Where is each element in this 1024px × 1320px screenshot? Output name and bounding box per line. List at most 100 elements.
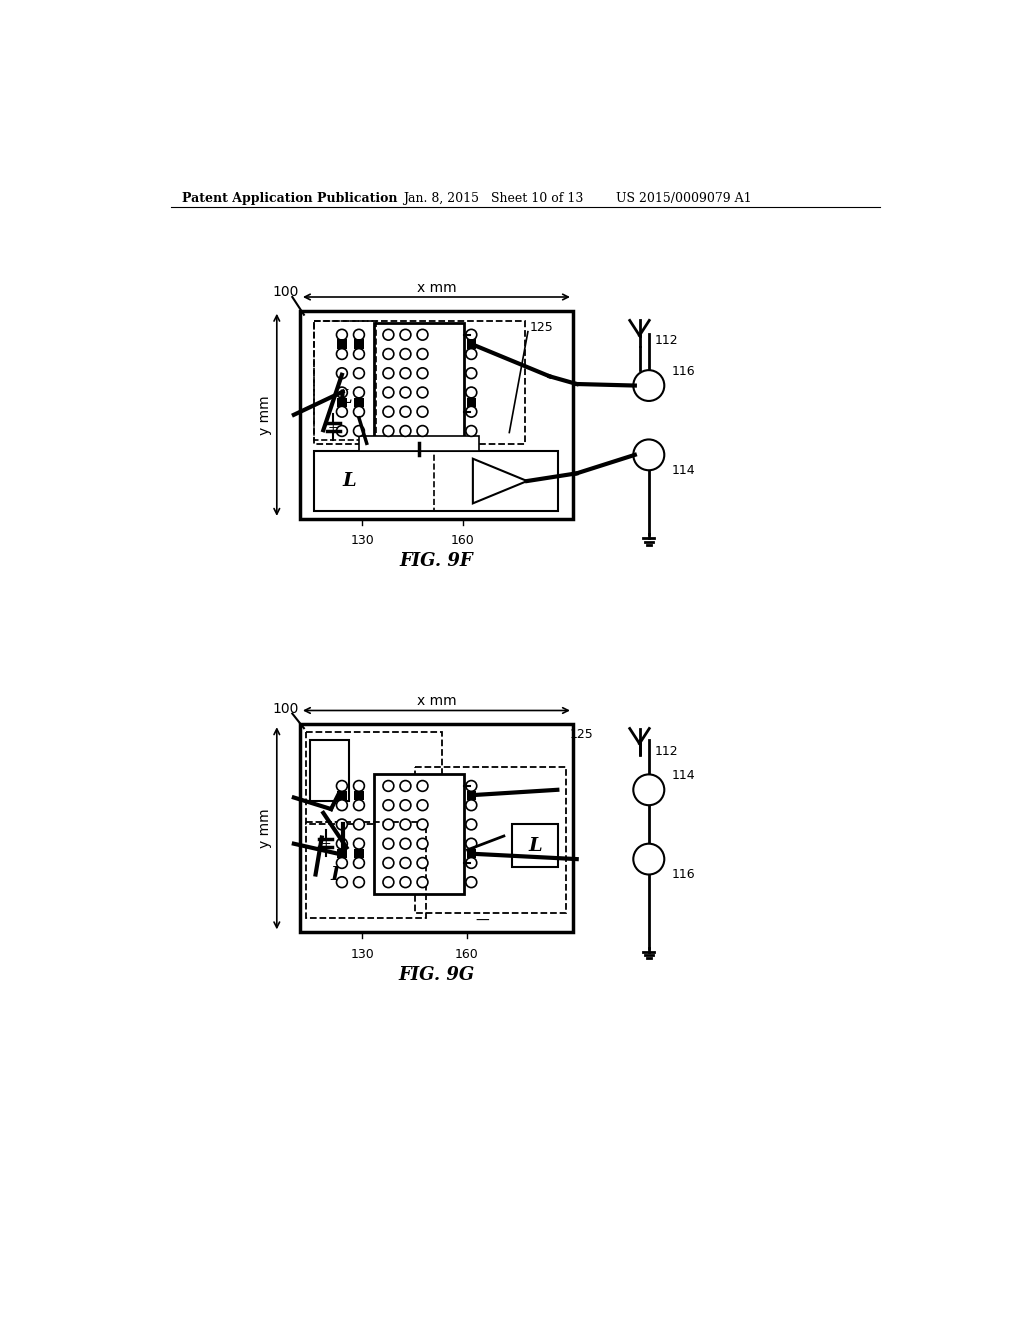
Circle shape: [353, 368, 365, 379]
Circle shape: [383, 387, 394, 397]
Text: 160: 160: [455, 948, 478, 961]
Bar: [337, 339, 346, 348]
Text: FIG. 9F: FIG. 9F: [399, 552, 473, 570]
Bar: [375, 323, 464, 442]
Circle shape: [400, 407, 411, 417]
Circle shape: [337, 387, 347, 397]
Text: L: L: [528, 837, 542, 854]
Circle shape: [353, 425, 365, 437]
Text: 130: 130: [350, 948, 374, 961]
Circle shape: [383, 838, 394, 849]
Bar: [314, 451, 558, 511]
Circle shape: [353, 330, 365, 341]
Circle shape: [400, 368, 411, 379]
Circle shape: [383, 780, 394, 792]
Bar: [354, 339, 364, 348]
Bar: [354, 791, 364, 800]
Text: +: +: [321, 837, 331, 850]
Bar: [415, 767, 566, 913]
Bar: [467, 339, 476, 348]
Circle shape: [337, 368, 347, 379]
Circle shape: [353, 780, 365, 792]
Circle shape: [400, 387, 411, 397]
Text: L: L: [334, 774, 348, 792]
Circle shape: [633, 370, 665, 401]
Circle shape: [383, 818, 394, 830]
Circle shape: [383, 368, 394, 379]
Circle shape: [400, 425, 411, 437]
Text: 112: 112: [655, 334, 679, 347]
Circle shape: [417, 330, 428, 341]
Circle shape: [337, 330, 347, 341]
Bar: [354, 397, 364, 407]
Circle shape: [417, 425, 428, 437]
Text: 100: 100: [273, 285, 299, 298]
Circle shape: [337, 838, 347, 849]
Bar: [306, 733, 442, 825]
Text: x mm: x mm: [417, 281, 457, 294]
Text: —: —: [476, 913, 489, 928]
Circle shape: [466, 818, 477, 830]
Circle shape: [400, 800, 411, 810]
Text: 160: 160: [451, 535, 475, 548]
Text: 100: 100: [273, 702, 299, 715]
Circle shape: [383, 330, 394, 341]
Circle shape: [633, 775, 665, 805]
Bar: [512, 825, 558, 867]
Text: Patent Application Publication: Patent Application Publication: [182, 191, 397, 205]
Text: 116: 116: [672, 366, 695, 379]
Circle shape: [417, 876, 428, 887]
Bar: [300, 725, 572, 932]
Text: 125: 125: [569, 727, 594, 741]
Circle shape: [400, 858, 411, 869]
Circle shape: [400, 780, 411, 792]
Circle shape: [417, 348, 428, 359]
Circle shape: [383, 407, 394, 417]
Text: Sheet 10 of 13: Sheet 10 of 13: [490, 191, 583, 205]
Text: 112: 112: [655, 744, 679, 758]
Bar: [337, 849, 346, 858]
Circle shape: [466, 425, 477, 437]
Bar: [314, 321, 524, 444]
Circle shape: [400, 818, 411, 830]
Bar: [300, 312, 572, 519]
Circle shape: [417, 780, 428, 792]
Circle shape: [353, 348, 365, 359]
Circle shape: [353, 387, 365, 397]
Text: y mm: y mm: [258, 808, 272, 849]
Text: L: L: [331, 866, 344, 884]
Bar: [306, 822, 426, 919]
Circle shape: [337, 800, 347, 810]
Circle shape: [337, 425, 347, 437]
Circle shape: [417, 387, 428, 397]
Circle shape: [400, 330, 411, 341]
Text: L: L: [338, 389, 352, 408]
Circle shape: [466, 407, 477, 417]
Bar: [467, 791, 476, 800]
Polygon shape: [473, 459, 527, 503]
Circle shape: [417, 818, 428, 830]
Circle shape: [417, 407, 428, 417]
Circle shape: [383, 858, 394, 869]
Text: Jan. 8, 2015: Jan. 8, 2015: [403, 191, 479, 205]
Text: 114: 114: [672, 463, 695, 477]
Circle shape: [383, 800, 394, 810]
Bar: [375, 775, 464, 894]
Text: y mm: y mm: [258, 395, 272, 434]
Circle shape: [417, 858, 428, 869]
Circle shape: [466, 876, 477, 887]
Circle shape: [353, 876, 365, 887]
Circle shape: [400, 876, 411, 887]
Circle shape: [383, 425, 394, 437]
Bar: [310, 739, 349, 801]
Text: US 2015/0009079 A1: US 2015/0009079 A1: [616, 191, 752, 205]
Circle shape: [337, 818, 347, 830]
Circle shape: [353, 818, 365, 830]
Circle shape: [466, 800, 477, 810]
Bar: [314, 321, 376, 441]
Text: +: +: [328, 421, 339, 434]
Circle shape: [417, 368, 428, 379]
Circle shape: [337, 780, 347, 792]
Text: 130: 130: [350, 535, 374, 548]
Circle shape: [417, 800, 428, 810]
